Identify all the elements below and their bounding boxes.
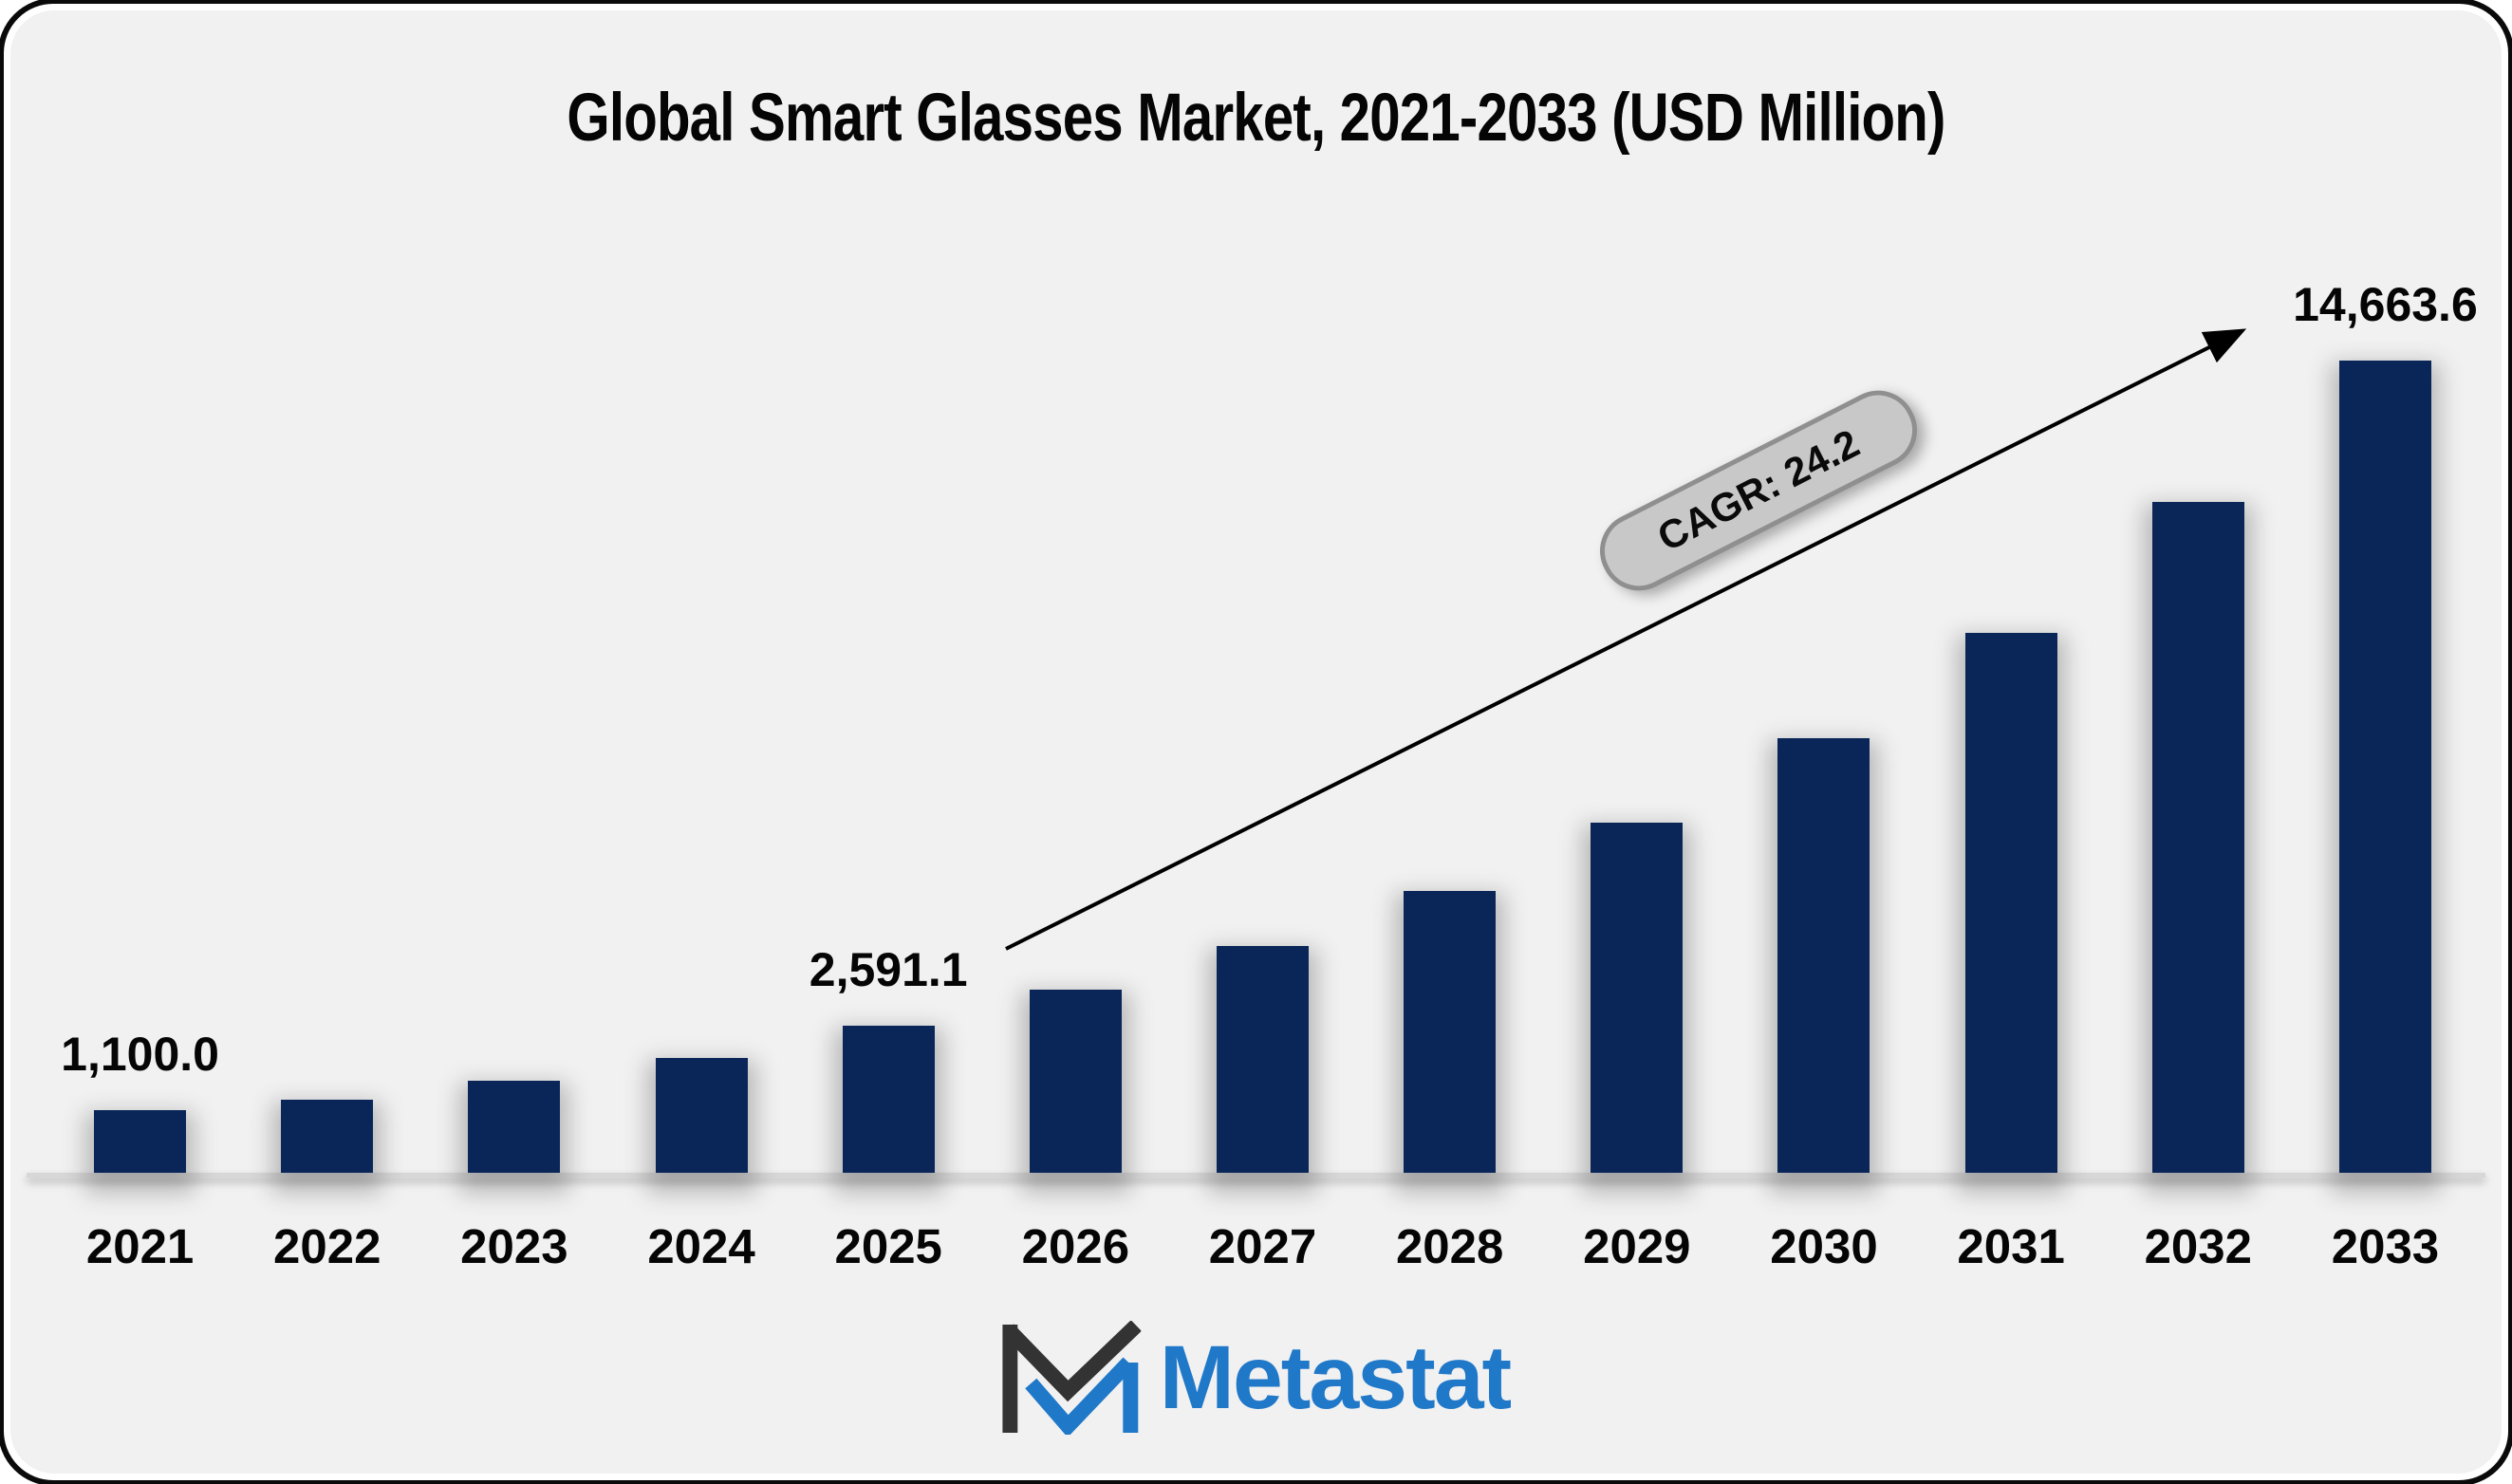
bar-2030 <box>1777 737 1870 1173</box>
bar-column-2028: 2028 <box>1356 281 1543 1271</box>
bar-column-2022: 2022 <box>233 281 420 1271</box>
bar-value-label-2033: 14,663.6 <box>2293 278 2478 331</box>
bar-2024 <box>655 1057 748 1173</box>
bar-2031 <box>1964 632 2057 1173</box>
x-tick-2022: 2022 <box>273 1219 381 1273</box>
x-tick-2032: 2032 <box>2144 1219 2253 1273</box>
bar-column-2027: 2027 <box>1169 281 1356 1271</box>
bar-2026 <box>1029 990 1122 1173</box>
x-tick-2023: 2023 <box>460 1219 568 1273</box>
x-tick-2026: 2026 <box>1021 1219 1130 1273</box>
bar-column-2023: 2023 <box>420 281 607 1271</box>
bar-column-2029: 2029 <box>1543 281 1730 1271</box>
bar-column-2021: 1,100.0 2021 <box>47 281 233 1271</box>
logo-text: Metastat <box>1159 1326 1512 1428</box>
bars-container: 1,100.0 2021 2022 2023 2024 2,591.1 2025 2026 20… <box>47 278 2479 1271</box>
bar-column-2026: 2026 <box>982 281 1169 1271</box>
x-tick-2024: 2024 <box>647 1219 755 1273</box>
logo-mark-icon <box>1001 1321 1141 1435</box>
x-tick-2025: 2025 <box>834 1219 942 1273</box>
bar-2021 <box>94 1110 187 1173</box>
bar-2025 <box>842 1025 935 1173</box>
x-tick-2033: 2033 <box>2331 1219 2440 1273</box>
bar-column-2032: 2032 <box>2105 281 2292 1271</box>
bar-2032 <box>2151 501 2244 1173</box>
bar-2022 <box>281 1099 374 1173</box>
bar-2027 <box>1217 945 1310 1173</box>
bar-value-label-2025: 2,591.1 <box>809 942 968 996</box>
x-tick-2031: 2031 <box>1957 1219 2065 1273</box>
bar-value-label-2021: 1,100.0 <box>61 1028 219 1082</box>
x-axis-baseline <box>27 1173 2485 1178</box>
x-tick-2028: 2028 <box>1395 1219 1504 1273</box>
bar-column-2025: 2,591.1 2025 <box>795 281 982 1271</box>
chart-title: Global Smart Glasses Market, 2021-2033 (… <box>567 81 1945 156</box>
bar-2023 <box>468 1081 561 1173</box>
bar-2033 <box>2338 361 2431 1173</box>
x-tick-2030: 2030 <box>1770 1219 1878 1273</box>
bar-2029 <box>1591 823 1684 1173</box>
bar-column-2033: 14,663.6 2033 <box>2292 278 2479 1271</box>
x-tick-2027: 2027 <box>1208 1219 1317 1273</box>
x-tick-2021: 2021 <box>85 1219 195 1273</box>
x-tick-2029: 2029 <box>1583 1219 1691 1273</box>
bar-2028 <box>1404 891 1497 1173</box>
bar-column-2024: 2024 <box>607 281 794 1271</box>
logo: Metastat <box>1001 1321 1512 1435</box>
bar-column-2031: 2031 <box>1918 281 2105 1271</box>
